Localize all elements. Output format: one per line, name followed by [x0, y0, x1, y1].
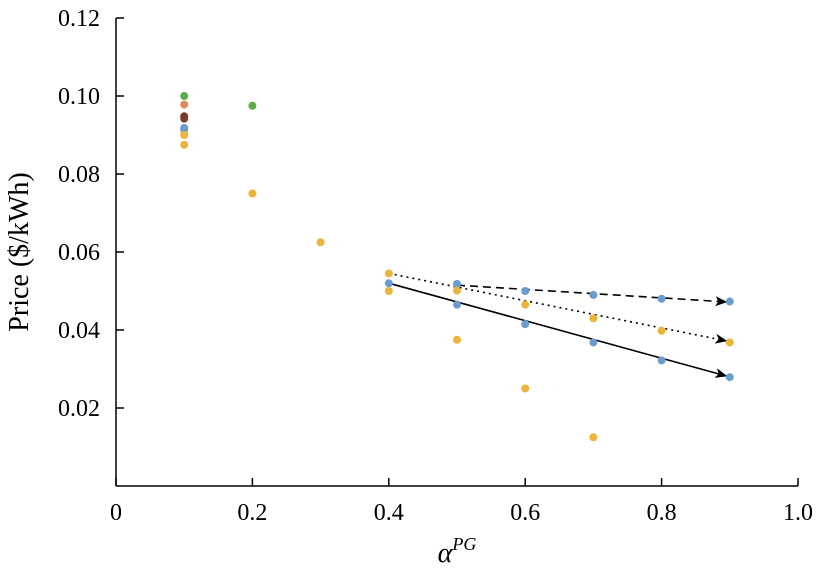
x-axis-title: αPG — [438, 534, 477, 569]
trend-arrow-dotted — [388, 272, 728, 344]
y-tick-label: 0.02 — [58, 396, 100, 422]
data-point — [521, 287, 530, 295]
trend-arrow-solid — [388, 282, 728, 378]
data-point — [316, 238, 325, 247]
data-point — [589, 338, 598, 347]
ticks: 0 0.2 0.4 0.6 0.8 1.0 0.02 0.04 0.06 0.08 0.10 0.12 — [58, 6, 813, 526]
y-tick-label: 0.08 — [58, 162, 100, 188]
y-tick-label: 0.10 — [58, 84, 100, 110]
data-point — [521, 384, 530, 393]
data-point — [453, 286, 461, 295]
x-tick-label: 0.4 — [374, 500, 404, 526]
data-point — [589, 433, 598, 442]
data-point — [180, 140, 189, 149]
data-point — [453, 300, 461, 309]
data-point — [384, 287, 393, 295]
data-point — [657, 326, 666, 335]
data-point — [589, 314, 598, 323]
data-point — [657, 294, 666, 303]
data-point — [521, 300, 530, 309]
x-tick-label: 1.0 — [783, 500, 813, 526]
x-axis-title-main: α — [438, 538, 454, 569]
y-axis-title: Price ($/kWh) — [4, 172, 35, 331]
x-tick-label: 0.6 — [510, 500, 540, 526]
x-tick-label: 0.8 — [647, 500, 677, 526]
data-point — [384, 269, 393, 278]
data-point — [384, 279, 393, 288]
data-point — [248, 189, 257, 198]
data-point — [180, 114, 189, 123]
data-point — [725, 297, 734, 306]
y-tick-label: 0.12 — [58, 6, 100, 32]
data-point — [180, 92, 189, 100]
data-point — [589, 290, 598, 299]
x-axis-title-sup: PG — [451, 534, 476, 554]
data-point — [725, 338, 734, 347]
data-point — [521, 320, 530, 329]
axes — [115, 18, 798, 487]
data-point — [725, 373, 734, 382]
x-tick-label: 0.2 — [237, 500, 267, 526]
data-points — [180, 92, 734, 442]
data-point — [180, 100, 189, 109]
y-tick-label: 0.04 — [58, 318, 100, 344]
data-point — [180, 131, 189, 139]
data-point — [453, 279, 461, 288]
y-tick-label: 0.06 — [58, 240, 100, 266]
data-point — [657, 356, 666, 365]
trend-arrows — [388, 272, 728, 378]
x-tick-label: 0 — [110, 500, 122, 526]
data-point — [248, 101, 257, 110]
data-point — [453, 335, 461, 344]
